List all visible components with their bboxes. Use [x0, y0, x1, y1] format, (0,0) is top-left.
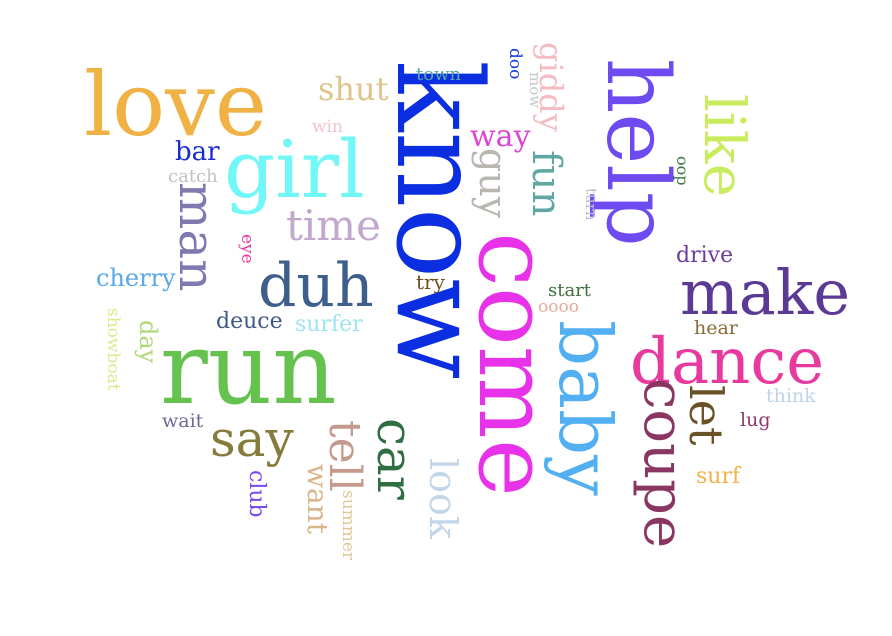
- word-think: think: [766, 385, 816, 407]
- word-text: like: [691, 94, 756, 197]
- word-text: turn: [582, 188, 600, 221]
- word-text: doo: [505, 48, 525, 79]
- word-bar: bar: [175, 137, 220, 167]
- word-showboat: showboat: [103, 308, 123, 391]
- word-start: start: [548, 280, 592, 301]
- word-try: try: [416, 270, 446, 294]
- word-drive: drive: [676, 243, 733, 268]
- word-text: come: [456, 232, 570, 497]
- word-man: man: [168, 182, 226, 291]
- word-text: tell: [319, 420, 370, 492]
- word-doo: doo: [505, 48, 525, 79]
- word-town: town: [416, 64, 461, 85]
- word-text: coupe: [631, 378, 696, 548]
- word-want: want: [301, 464, 334, 535]
- word-day: day: [134, 320, 162, 364]
- word-way: way: [470, 119, 531, 154]
- word-oooo: oooo: [538, 297, 579, 317]
- word-win: win: [312, 117, 343, 137]
- word-cherry: cherry: [96, 264, 176, 292]
- word-catch: catch: [168, 166, 218, 187]
- word-text: oop: [673, 156, 692, 186]
- word-let: let: [679, 385, 733, 446]
- word-look: look: [421, 458, 465, 540]
- word-guy: guy: [471, 148, 515, 219]
- word-text: mow: [526, 72, 544, 108]
- word-duh: duh: [258, 251, 374, 321]
- word-text: let: [679, 385, 733, 446]
- word-know: know: [370, 60, 508, 380]
- word-lug: lug: [740, 409, 770, 431]
- word-text: guy: [471, 148, 515, 219]
- word-shut: shut: [318, 70, 389, 108]
- word-deuce: deuce: [216, 309, 283, 334]
- word-dance: dance: [630, 325, 824, 399]
- word-text: showboat: [103, 308, 123, 391]
- word-club: club: [244, 470, 269, 518]
- word-mow: mow: [526, 72, 544, 108]
- word-turn: turn: [582, 188, 600, 221]
- word-love: love: [84, 53, 267, 156]
- word-text: car: [366, 418, 424, 500]
- word-text: man: [168, 182, 226, 291]
- word-time: time: [286, 201, 381, 250]
- word-come: come: [456, 232, 570, 497]
- word-text: summer: [338, 490, 358, 561]
- word-text: want: [301, 464, 334, 535]
- word-say: say: [210, 410, 294, 468]
- word-help: help: [587, 58, 687, 247]
- word-car: car: [366, 418, 424, 500]
- word-text: club: [244, 470, 269, 518]
- word-eye: eye: [237, 234, 257, 264]
- word-oop: oop: [673, 156, 692, 186]
- word-text: eye: [237, 234, 257, 264]
- word-girl: girl: [224, 123, 365, 216]
- word-run: run: [160, 310, 337, 427]
- word-baby: baby: [543, 320, 627, 496]
- word-text: baby: [543, 320, 627, 496]
- word-make: make: [680, 256, 850, 329]
- word-text: day: [134, 320, 162, 364]
- word-text: fun: [523, 150, 569, 216]
- word-giddy: giddy: [532, 42, 570, 132]
- word-surf: surf: [696, 464, 742, 489]
- word-like: like: [691, 94, 756, 197]
- word-text: know: [370, 60, 508, 380]
- word-hear: hear: [694, 317, 739, 339]
- word-text: help: [587, 58, 687, 247]
- word-tell: tell: [319, 420, 370, 492]
- word-text: giddy: [532, 42, 570, 132]
- word-surfer: surfer: [295, 312, 363, 337]
- word-wait: wait: [162, 410, 204, 432]
- word-summer: summer: [338, 490, 358, 561]
- word-coupe: coupe: [631, 378, 696, 548]
- word-text: look: [421, 458, 465, 540]
- word-fun: fun: [523, 150, 569, 216]
